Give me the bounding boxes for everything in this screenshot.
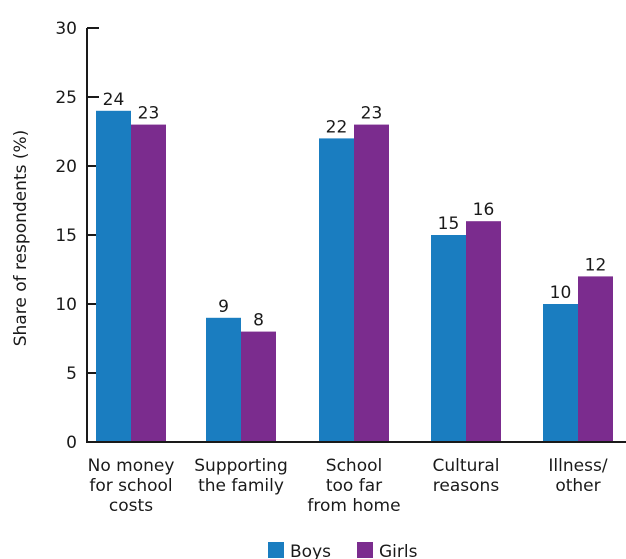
- legend-label: Girls: [379, 542, 418, 559]
- x-tick-label: Supporting the family: [194, 456, 288, 496]
- legend-label: Boys: [290, 542, 331, 559]
- y-tick-label: 30: [55, 19, 77, 39]
- data-label: 15: [438, 214, 460, 234]
- data-label: 22: [326, 117, 348, 137]
- data-label: 23: [138, 104, 160, 124]
- y-tick-label: 0: [66, 433, 77, 453]
- bars: 24 9 22 15 10 23 8 23 16 12: [96, 90, 613, 443]
- data-label: 16: [473, 200, 495, 220]
- bar-boys: [96, 110, 131, 443]
- bar-boys: [206, 317, 241, 442]
- y-tick-label: 20: [55, 157, 77, 177]
- bar-girls: [241, 331, 276, 442]
- x-tick-label: School too far from home: [307, 456, 400, 516]
- y-tick-label: 15: [55, 226, 77, 246]
- y-tick-label: 10: [55, 295, 77, 315]
- legend-swatch-girls: [357, 542, 373, 558]
- bar-girls: [354, 124, 389, 442]
- data-label: 24: [103, 90, 125, 110]
- legend-swatch-boys: [268, 542, 284, 558]
- x-tick-label: Illness/other: [548, 456, 607, 496]
- y-tick-label: 25: [55, 88, 77, 108]
- data-label: 9: [218, 297, 229, 317]
- x-tick-label: No money for school costs: [88, 456, 175, 516]
- legend: Boys Girls: [268, 542, 418, 559]
- x-axis: No money for school costs Supporting the fam…: [88, 456, 608, 516]
- x-tick-label: Cultural reasons: [433, 456, 500, 496]
- bar-boys: [543, 304, 578, 442]
- y-axis: 0 5 10 15 20 25 30: [55, 19, 99, 453]
- bar-girls: [131, 124, 166, 442]
- data-label: 8: [253, 311, 264, 331]
- y-axis-label: Share of respondents (%): [11, 130, 31, 347]
- data-label: 10: [550, 283, 572, 303]
- bar-boys: [431, 235, 466, 442]
- bar-girls: [578, 276, 613, 442]
- bar-girls: [466, 221, 501, 442]
- y-tick-label: 5: [66, 364, 77, 384]
- data-label: 23: [361, 104, 383, 124]
- data-label: 12: [585, 255, 607, 275]
- bar-boys: [319, 138, 354, 442]
